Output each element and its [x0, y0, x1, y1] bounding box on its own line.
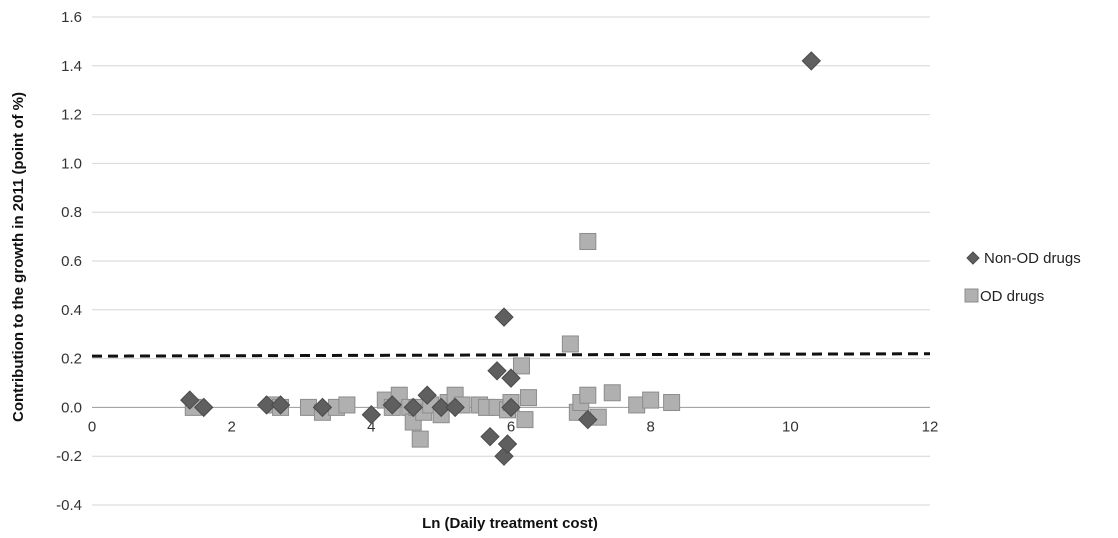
- od-drugs-point: [561, 335, 579, 353]
- od-drugs-point: [642, 391, 660, 409]
- non-od-drugs-point: [382, 395, 402, 415]
- y-tick-label: 0.0: [61, 399, 82, 416]
- legend-marker-od-drugs: [964, 288, 979, 303]
- reference-dashed-line: [91, 352, 931, 358]
- legend-label-od-drugs: OD drugs: [980, 288, 1044, 305]
- x-tick-label: 12: [922, 418, 939, 435]
- y-tick-label: 0.8: [61, 204, 82, 221]
- non-od-drugs-point: [270, 395, 291, 415]
- x-tick-label: 0: [88, 418, 96, 435]
- non-od-drugs-point: [501, 368, 521, 388]
- non-od-drugs-point: [487, 361, 507, 381]
- y-tick-label: 1.4: [61, 58, 82, 75]
- non-od-drugs-point: [801, 51, 821, 71]
- od-drugs-point: [411, 430, 429, 448]
- y-axis-ticks: -0.4 -0.2 0.0 0.2 0.4 0.6 0.8 1.0 1.2 1.4 1.6: [56, 9, 82, 514]
- non-od-drugs-point: [445, 397, 465, 418]
- non-od-drugs-point: [501, 397, 521, 418]
- non-od-drugs-point: [256, 395, 277, 415]
- od-drugs-point: [519, 389, 537, 407]
- non-od-drugs-point: [497, 434, 518, 454]
- legend: Non-OD drugs OD drugs: [964, 250, 1081, 305]
- y-tick-label: 1.6: [61, 9, 82, 26]
- od-drugs-point: [579, 232, 597, 250]
- non-od-drugs-point: [180, 390, 200, 410]
- y-tick-label: 1.0: [61, 155, 82, 172]
- non-od-drugs-point: [403, 397, 423, 418]
- od-drugs-point: [512, 357, 530, 375]
- od-drugs-point: [579, 386, 597, 404]
- x-tick-label: 2: [227, 418, 235, 435]
- x-tick-label: 6: [507, 418, 515, 435]
- y-tick-label: 0.4: [61, 302, 82, 319]
- non-od-drugs-point: [361, 405, 382, 425]
- x-tick-label: 10: [782, 418, 799, 435]
- y-tick-label: -0.2: [56, 448, 82, 465]
- od-drugs-point: [603, 384, 621, 402]
- non-od-drugs-point: [480, 426, 500, 447]
- non-od-drugs-point: [431, 397, 451, 418]
- od-drugs-point: [663, 394, 681, 412]
- od-drugs-point: [516, 411, 534, 429]
- non-od-drugs-point: [312, 397, 333, 418]
- non-od-drugs-point: [578, 409, 598, 430]
- y-tick-label: 1.2: [61, 107, 82, 124]
- x-tick-label: 8: [646, 418, 654, 435]
- y-tick-label: 0.2: [61, 351, 82, 368]
- x-tick-label: 4: [367, 418, 375, 435]
- od-drugs-point: [338, 396, 356, 414]
- non-od-drugs-point: [417, 385, 437, 405]
- legend-label-non-od-drugs: Non-OD drugs: [984, 250, 1081, 267]
- non-od-drugs-point: [494, 446, 514, 466]
- gridlines: [92, 16, 930, 506]
- x-axis-label: Ln (Daily treatment cost): [422, 515, 598, 532]
- data-points: [180, 51, 821, 466]
- non-od-drugs-point: [194, 397, 214, 418]
- y-axis-label: Contribution to the growth in 2011 (poin…: [10, 92, 27, 422]
- legend-marker-non-od-drugs: [966, 251, 980, 265]
- x-axis-ticks: 0 2 4 6 8 10 12: [88, 418, 939, 435]
- non-od-drugs-point: [494, 307, 514, 327]
- y-tick-label: -0.4: [56, 497, 82, 514]
- y-tick-label: 0.6: [61, 253, 82, 270]
